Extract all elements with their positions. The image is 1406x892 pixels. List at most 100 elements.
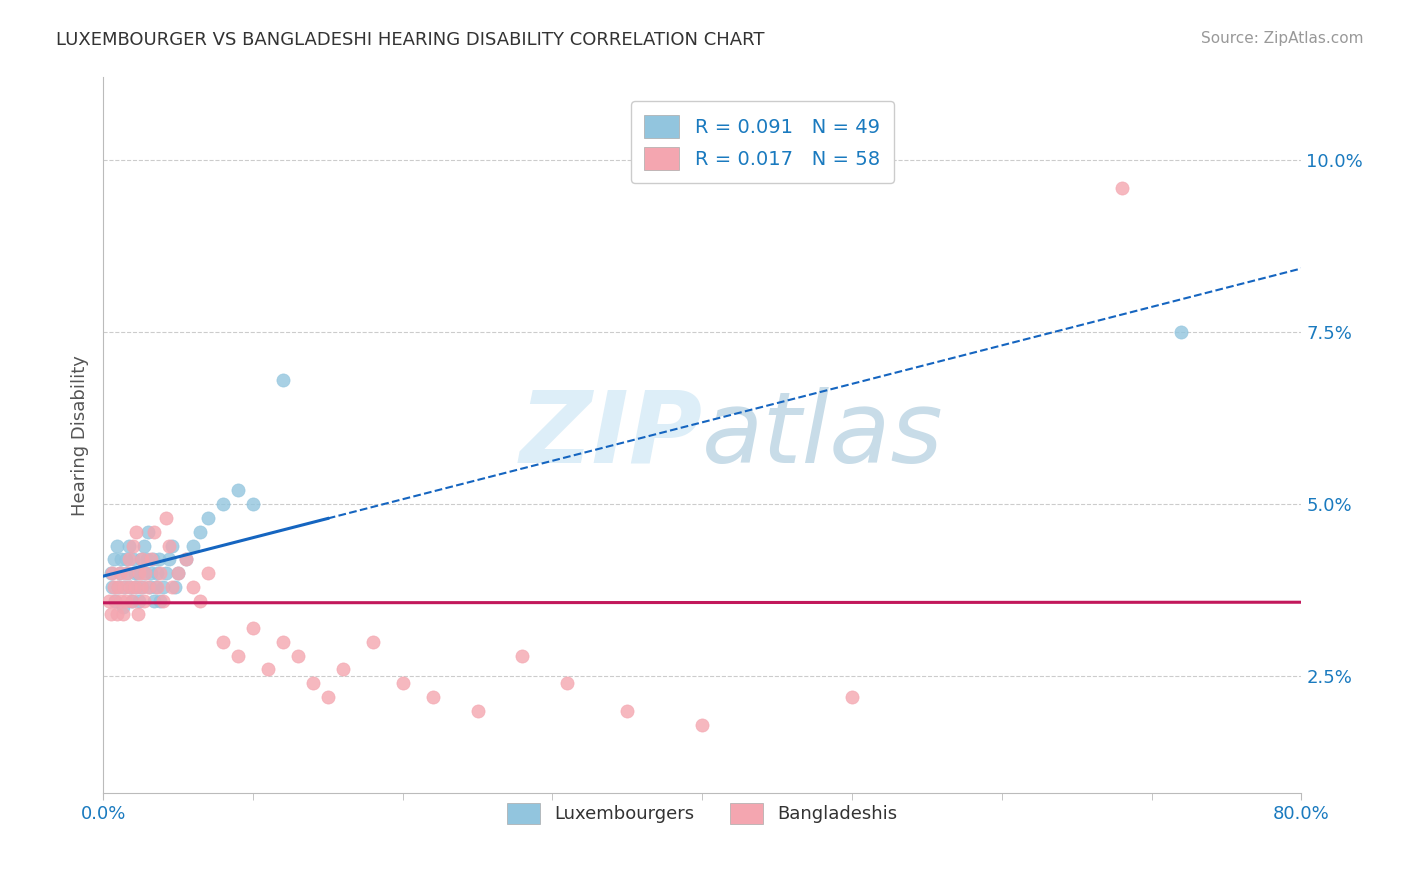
Point bbox=[1170, 325, 1192, 339]
Point bbox=[115, 566, 138, 580]
Point bbox=[122, 552, 145, 566]
Point bbox=[301, 676, 323, 690]
Point bbox=[128, 593, 150, 607]
Point bbox=[257, 662, 280, 676]
Point bbox=[129, 580, 152, 594]
Point bbox=[271, 373, 294, 387]
Point bbox=[101, 566, 124, 580]
Point bbox=[134, 566, 156, 580]
Point bbox=[131, 580, 153, 594]
Point bbox=[132, 539, 155, 553]
Point bbox=[143, 593, 166, 607]
Point bbox=[361, 635, 384, 649]
Point bbox=[139, 566, 162, 580]
Point bbox=[157, 539, 180, 553]
Point bbox=[190, 524, 212, 539]
Point bbox=[104, 593, 127, 607]
Point bbox=[212, 635, 235, 649]
Point bbox=[226, 483, 249, 498]
Point bbox=[103, 580, 125, 594]
Point bbox=[163, 580, 186, 594]
Point bbox=[332, 662, 354, 676]
Point bbox=[226, 648, 249, 663]
Point bbox=[690, 717, 713, 731]
Point bbox=[149, 593, 172, 607]
Point bbox=[160, 580, 183, 594]
Point bbox=[145, 580, 167, 594]
Point bbox=[110, 593, 132, 607]
Point bbox=[100, 566, 122, 580]
Point bbox=[132, 593, 155, 607]
Point bbox=[138, 580, 160, 594]
Point bbox=[167, 566, 190, 580]
Point bbox=[124, 566, 146, 580]
Point bbox=[136, 580, 159, 594]
Point bbox=[287, 648, 309, 663]
Point bbox=[107, 580, 129, 594]
Point bbox=[512, 648, 534, 663]
Point bbox=[146, 566, 169, 580]
Point bbox=[212, 497, 235, 511]
Point bbox=[616, 704, 638, 718]
Point bbox=[103, 552, 125, 566]
Point bbox=[105, 607, 128, 622]
Text: Source: ZipAtlas.com: Source: ZipAtlas.com bbox=[1201, 31, 1364, 46]
Text: ZIP: ZIP bbox=[519, 387, 702, 483]
Point bbox=[131, 552, 153, 566]
Point bbox=[120, 580, 142, 594]
Point bbox=[125, 580, 148, 594]
Point bbox=[128, 566, 150, 580]
Point bbox=[197, 511, 219, 525]
Point bbox=[112, 580, 135, 594]
Point bbox=[120, 580, 142, 594]
Point bbox=[108, 566, 131, 580]
Legend: Luxembourgers, Bangladeshis: Luxembourgers, Bangladeshis bbox=[496, 792, 908, 834]
Point bbox=[197, 566, 219, 580]
Point bbox=[181, 580, 204, 594]
Point bbox=[107, 580, 129, 594]
Point bbox=[174, 552, 197, 566]
Point bbox=[111, 600, 134, 615]
Text: LUXEMBOURGER VS BANGLADESHI HEARING DISABILITY CORRELATION CHART: LUXEMBOURGER VS BANGLADESHI HEARING DISA… bbox=[56, 31, 765, 49]
Point bbox=[181, 539, 204, 553]
Point bbox=[149, 566, 172, 580]
Point bbox=[117, 539, 139, 553]
Point bbox=[142, 552, 165, 566]
Point bbox=[114, 593, 136, 607]
Point bbox=[111, 607, 134, 622]
Point bbox=[167, 566, 190, 580]
Point bbox=[117, 552, 139, 566]
Point bbox=[316, 690, 339, 704]
Point bbox=[174, 552, 197, 566]
Point bbox=[271, 635, 294, 649]
Point bbox=[155, 566, 177, 580]
Point bbox=[112, 580, 135, 594]
Point bbox=[124, 580, 146, 594]
Point bbox=[155, 511, 177, 525]
Point bbox=[125, 524, 148, 539]
Point bbox=[557, 676, 579, 690]
Point bbox=[98, 593, 121, 607]
Point bbox=[136, 524, 159, 539]
Point bbox=[242, 497, 264, 511]
Point bbox=[110, 552, 132, 566]
Point bbox=[391, 676, 413, 690]
Point bbox=[160, 539, 183, 553]
Y-axis label: Hearing Disability: Hearing Disability bbox=[72, 355, 89, 516]
Point bbox=[148, 552, 170, 566]
Point bbox=[121, 593, 143, 607]
Point bbox=[157, 552, 180, 566]
Point bbox=[242, 621, 264, 635]
Point bbox=[127, 607, 149, 622]
Point bbox=[1111, 180, 1133, 194]
Point bbox=[129, 552, 152, 566]
Point bbox=[422, 690, 444, 704]
Point bbox=[134, 566, 156, 580]
Point bbox=[105, 539, 128, 553]
Point bbox=[115, 566, 138, 580]
Point bbox=[122, 539, 145, 553]
Point bbox=[101, 580, 124, 594]
Point bbox=[467, 704, 489, 718]
Point bbox=[100, 607, 122, 622]
Point bbox=[841, 690, 863, 704]
